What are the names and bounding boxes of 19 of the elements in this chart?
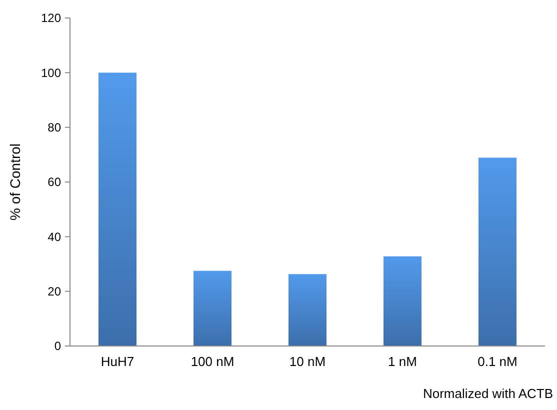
x-tick-label: 0.1 nM bbox=[478, 354, 518, 369]
y-tick-label: 120 bbox=[40, 11, 62, 26]
x-tick-label: HuH7 bbox=[100, 354, 134, 369]
y-tick-label: 20 bbox=[48, 284, 62, 299]
x-tick-label: 100 nM bbox=[190, 354, 234, 369]
bar bbox=[98, 72, 136, 346]
x-tick-label: 1 nM bbox=[388, 354, 417, 369]
bar bbox=[478, 158, 516, 346]
y-tick-label: 60 bbox=[48, 175, 62, 190]
y-axis-title: % of Control bbox=[7, 143, 23, 221]
bar bbox=[384, 256, 422, 346]
bar bbox=[194, 270, 232, 346]
text: Normalized with ACTB bbox=[422, 386, 553, 401]
bar bbox=[288, 274, 326, 346]
y-tick-label: 80 bbox=[48, 120, 62, 135]
x-tick-label: 10 nM bbox=[289, 354, 326, 369]
y-tick-label: 40 bbox=[48, 230, 62, 244]
y-tick-label: 100 bbox=[40, 66, 62, 80]
y-tick-label: 0 bbox=[54, 339, 62, 354]
